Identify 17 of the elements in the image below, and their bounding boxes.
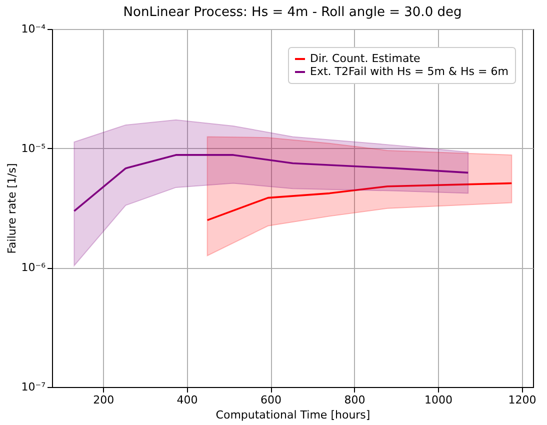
y-axis-title: Failure rate [1/s] (5, 163, 18, 254)
x-tick-label: 1200 (508, 394, 536, 406)
line-series (206, 182, 513, 222)
x-tick-label: 1000 (424, 394, 452, 406)
y-tick-label: 10⁻⁵ (21, 142, 46, 155)
y-tick-label: 10⁻⁴ (21, 22, 46, 36)
x-tick-label: 600 (260, 394, 282, 406)
legend-label: Ext. T2Fail with Hs = 5m & Hs = 6m (310, 65, 508, 78)
y-tick-label: 10⁻⁷ (21, 380, 46, 394)
x-axis-title: Computational Time [hours] (216, 408, 370, 422)
x-tick-label: 200 (93, 394, 114, 406)
line-series (73, 154, 470, 212)
x-tick-label: 400 (176, 394, 198, 406)
x-tick-label: 800 (344, 394, 366, 406)
y-tick-label: 10⁻⁶ (21, 261, 46, 274)
legend-label: Dir. Count. Estimate (310, 52, 421, 65)
chart-title: NonLinear Process: Hs = 4m - Roll angle = 30.0 deg (123, 5, 462, 20)
